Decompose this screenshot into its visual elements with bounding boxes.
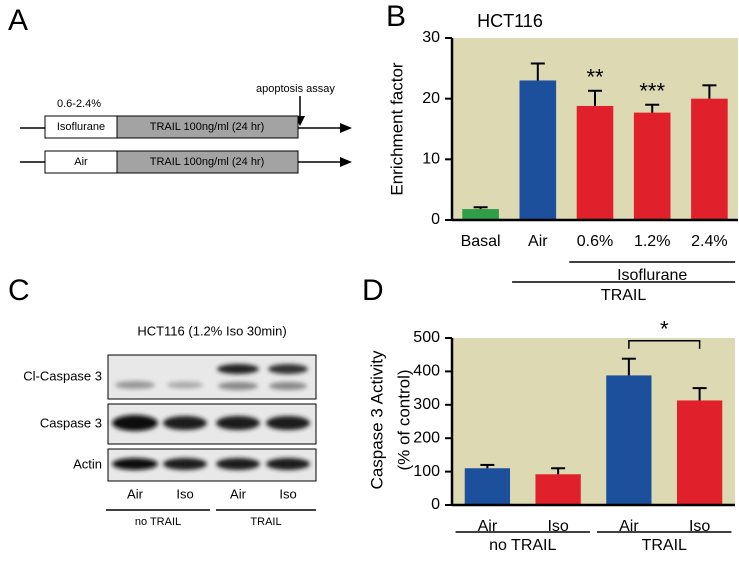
- band: [269, 382, 307, 390]
- error-bar: [480, 463, 495, 469]
- group-label: TRAIL: [601, 287, 646, 304]
- treatment-box: [116, 150, 299, 174]
- error-bar: [692, 387, 707, 401]
- x-tick-label: Air: [478, 518, 498, 535]
- bands: [112, 364, 310, 470]
- blot-strip: [107, 354, 317, 400]
- band: [216, 458, 260, 470]
- panel-label: C: [8, 274, 30, 307]
- bar: [462, 209, 499, 220]
- group-label: TRAIL: [250, 516, 281, 528]
- band: [167, 381, 203, 389]
- blot-row-label: Actin: [73, 456, 102, 471]
- lane-label: Air: [230, 486, 247, 501]
- y-axis-label: Caspase 3 Activity: [367, 350, 386, 489]
- y-tick-label: 200: [413, 429, 440, 446]
- significance-bracket: [628, 339, 701, 349]
- y-tick-label: 0: [431, 211, 440, 228]
- bar: [535, 474, 581, 505]
- bar: [464, 468, 511, 505]
- treatment-label: TRAIL 100ng/ml (24 hr): [150, 156, 265, 168]
- group-label: no TRAIL: [489, 537, 556, 554]
- group-label: no TRAIL: [135, 516, 181, 528]
- band: [112, 458, 158, 470]
- bar: [606, 375, 652, 505]
- error-bar: [473, 206, 488, 210]
- error-bar: [621, 357, 636, 376]
- treatment-box: [116, 115, 299, 139]
- error-bar: [702, 84, 717, 99]
- x-tick-label: 1.2%: [634, 233, 670, 250]
- blot-row-label: Caspase 3: [40, 415, 102, 430]
- y-tick-label: 500: [413, 329, 440, 346]
- x-tick-label: Iso: [689, 518, 710, 535]
- y-tick-label: 100: [413, 463, 440, 480]
- bar: [576, 105, 614, 220]
- lane-label: Iso: [279, 486, 296, 501]
- x-tick-label: Basal: [461, 233, 501, 250]
- band: [163, 458, 207, 470]
- x-tick-label: 0.6%: [577, 233, 613, 250]
- treatment-label: TRAIL 100ng/ml (24 hr): [150, 121, 265, 133]
- significance-label: *: [660, 317, 669, 342]
- protocol-diagram: 0.6-2.4% apoptosis assay Isoflurane TRAI…: [20, 83, 352, 174]
- band: [216, 416, 260, 430]
- panel-label: D: [362, 274, 384, 307]
- blot-row-label: Cl-Caspase 3: [23, 368, 102, 383]
- y-tick-label: 10: [422, 151, 440, 168]
- arrowhead: [340, 157, 352, 167]
- band: [268, 364, 308, 374]
- group-label: Isoflurane: [617, 267, 687, 284]
- pretreatment-label: Air: [74, 156, 88, 168]
- pretreatment-label: Isoflurane: [57, 121, 105, 133]
- bar: [691, 98, 728, 220]
- bar: [633, 112, 671, 220]
- band: [218, 382, 258, 390]
- lane-label: Iso: [176, 486, 193, 501]
- bar: [519, 80, 557, 220]
- band: [266, 416, 310, 430]
- error-bar: [645, 103, 660, 113]
- lane-label: Air: [127, 486, 144, 501]
- x-tick-label: Air: [619, 518, 639, 535]
- y-axis-label: Enrichment factor: [387, 62, 406, 196]
- band: [217, 364, 259, 374]
- x-tick-label: 2.4%: [691, 233, 727, 250]
- blot-title: HCT116 (1.2% Iso 30min): [137, 323, 286, 338]
- y-tick-label: 20: [422, 90, 440, 107]
- bar: [676, 400, 723, 505]
- significance-label: **: [586, 65, 604, 90]
- band: [115, 381, 155, 389]
- group-label: TRAIL: [642, 537, 687, 554]
- arrowhead: [340, 123, 352, 133]
- band: [112, 415, 158, 431]
- y-tick-label: 30: [422, 29, 440, 46]
- y-axis-label: (% of control): [394, 369, 413, 470]
- significance-label: ***: [639, 79, 665, 104]
- assay-label: apoptosis assay: [256, 83, 335, 95]
- band: [163, 416, 207, 430]
- y-tick-label: 300: [413, 396, 440, 413]
- x-tick-label: Iso: [547, 518, 568, 535]
- panel-label: A: [8, 4, 28, 37]
- panel-label: B: [386, 0, 406, 33]
- error-bar: [530, 62, 545, 81]
- western-blot: HCT116 (1.2% Iso 30min) Cl-Caspase 3 Cas…: [23, 323, 317, 528]
- error-bar: [588, 89, 602, 106]
- x-tick-label: Air: [528, 233, 548, 250]
- chart-title: HCT116: [477, 11, 543, 31]
- error-bar: [551, 467, 566, 475]
- band: [266, 458, 310, 470]
- y-tick-label: 400: [413, 363, 440, 380]
- dose-label: 0.6-2.4%: [57, 98, 101, 110]
- y-tick-label: 0: [431, 496, 440, 513]
